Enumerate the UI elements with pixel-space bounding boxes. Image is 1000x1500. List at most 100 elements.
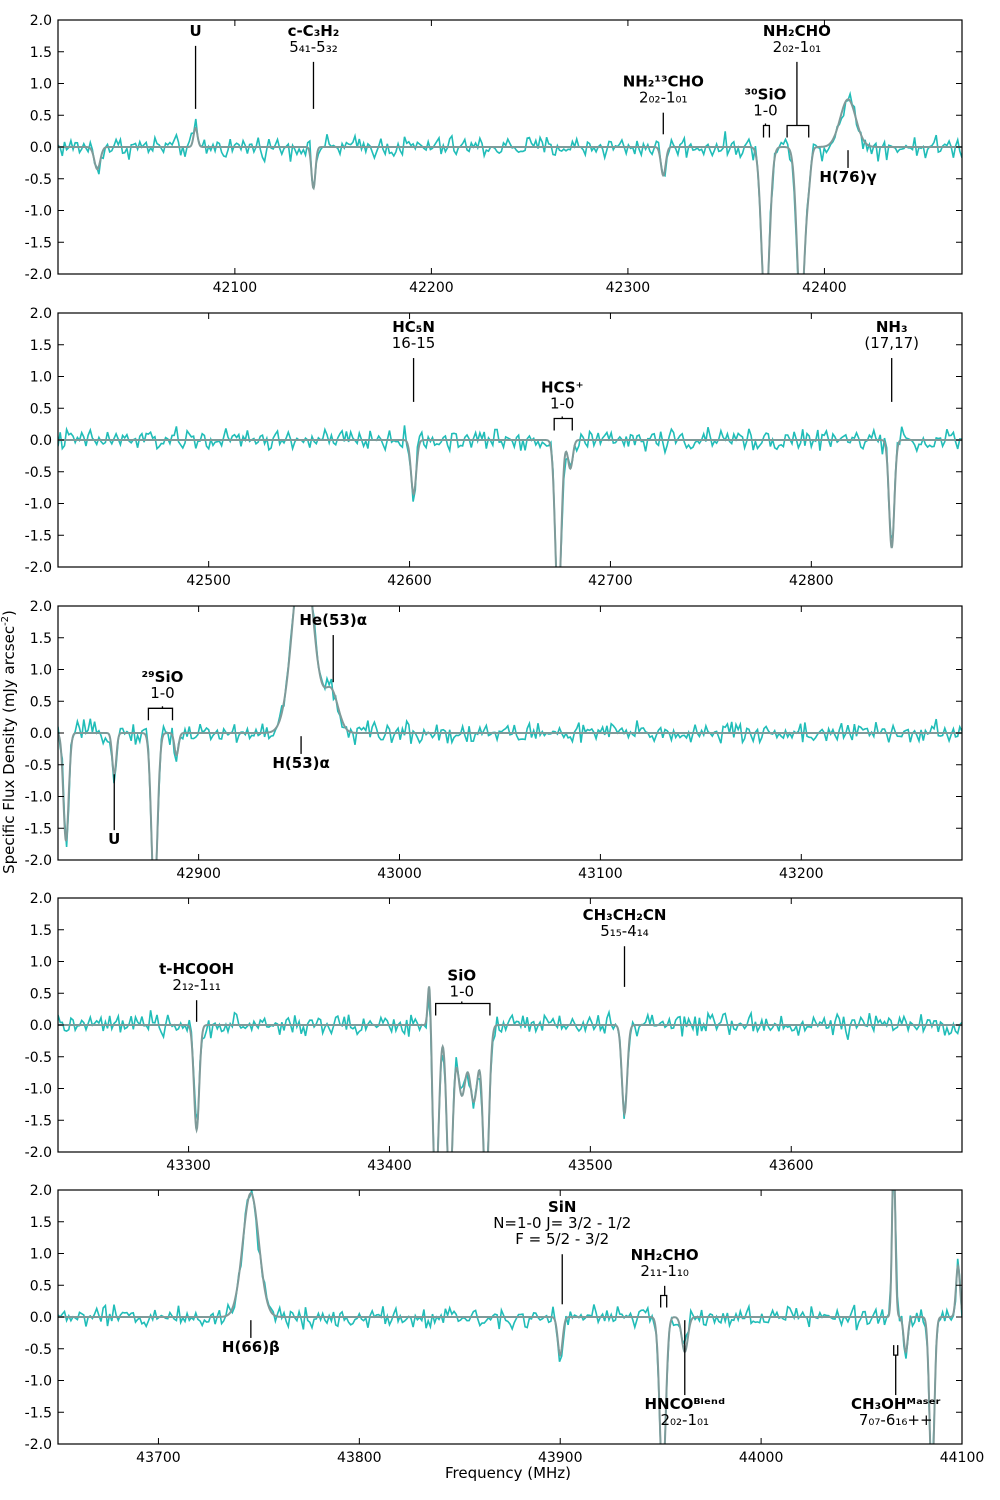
y-tick-label: -1.0	[25, 790, 52, 806]
spectrum-panel: -2.0 -1.5 -1.0 -0.5 0.0 0.5 1.0 1.5 2.0 42500 4260…	[25, 306, 963, 589]
line-annotation: U	[189, 22, 202, 109]
y-tick-label: 1.5	[30, 45, 52, 61]
y-tick-label: 2.0	[30, 13, 52, 29]
spectrum-panels: -2.0 -1.5 -1.0 -0.5 0.0 0.5 1.0 1.5 2.0 42100 4220…	[25, 13, 985, 1466]
line-annotation: H(53)α	[272, 736, 330, 772]
line-annotation: H(66)β	[222, 1320, 280, 1356]
y-tick-label: 1.5	[30, 338, 52, 354]
y-tick-label: 0.5	[30, 1278, 52, 1294]
x-tick-label: 42100	[213, 280, 258, 296]
annotation-label: 5₁₅-4₁₄	[600, 922, 649, 940]
y-tick-label: 1.5	[30, 631, 52, 647]
y-tick-label: -2.0	[25, 560, 52, 576]
x-axis-title: Frequency (MHz)	[445, 1464, 571, 1482]
annotation-label: U	[189, 22, 201, 40]
annotation-label: 1-0	[550, 394, 575, 412]
bracket-mark	[435, 1002, 491, 1016]
line-annotation: NH₃(17,17)	[864, 318, 919, 402]
annotation-label: 5₄₁-5₃₂	[289, 38, 338, 56]
annotation-label: t-HCOOH	[159, 960, 234, 978]
x-tick-label: 43100	[578, 866, 623, 882]
x-tick-label: 43500	[568, 1158, 613, 1174]
y-tick-label: 0.0	[30, 726, 52, 742]
annotation-label: H(53)α	[272, 754, 329, 772]
y-tick-label: -0.5	[25, 758, 52, 774]
annotation-label: CH₃OHᴹᵃˢᵉʳ	[851, 1395, 941, 1413]
x-tick-label: 42300	[606, 280, 651, 296]
y-tick-label: 1.0	[30, 663, 52, 679]
y-tick-label: 1.5	[30, 1215, 52, 1231]
bracket-mark	[786, 124, 810, 138]
annotation-label: N=1-0 J= 3/2 - 1/2	[493, 1214, 631, 1232]
y-tick-label: 0.0	[30, 433, 52, 449]
annotation-label: (17,17)	[864, 334, 919, 352]
x-tick-label: 42400	[802, 280, 847, 296]
x-tick-label: 43600	[769, 1158, 814, 1174]
annotation-label: ²⁹SiO	[142, 668, 184, 686]
y-tick-label: 1.0	[30, 1247, 52, 1263]
annotation-label: HC₅N	[392, 318, 435, 336]
y-tick-label: -2.0	[25, 1437, 52, 1453]
x-tick-label: 44000	[739, 1450, 784, 1466]
annotation-label: 1-0	[150, 684, 175, 702]
y-tick-label: 0.0	[30, 140, 52, 156]
x-tick-label: 42200	[409, 280, 454, 296]
y-tick-label: 1.0	[30, 77, 52, 93]
data-spectrum-line	[58, 995, 962, 1152]
x-tick-label: 43800	[337, 1450, 382, 1466]
y-tick-label: -1.0	[25, 497, 52, 513]
x-tick-label: 42500	[186, 573, 231, 589]
bracket-mark	[553, 417, 573, 431]
annotation-label: F = 5/2 - 3/2	[515, 1230, 609, 1248]
y-tick-label: 0.0	[30, 1018, 52, 1034]
model-spectrum-line	[58, 98, 962, 274]
annotation-label: 7₀₇-6₁₆++	[859, 1411, 933, 1429]
annotation-label: U	[108, 830, 120, 848]
annotation-label: 2₀₂-1₀₁	[639, 89, 688, 107]
annotation-label: SiO	[447, 967, 476, 985]
y-tick-label: -0.5	[25, 1342, 52, 1358]
annotation-label: NH₃	[876, 318, 908, 336]
bracket-mark	[147, 707, 174, 721]
x-tick-label: 43300	[166, 1158, 211, 1174]
annotation-label: 16-15	[392, 334, 436, 352]
y-tick-label: 2.0	[30, 891, 52, 907]
line-annotation: H(76)γ	[819, 150, 877, 186]
annotation-label: HCS⁺	[541, 378, 584, 396]
y-tick-label: -1.0	[25, 1374, 52, 1390]
x-tick-label: 43900	[538, 1450, 583, 1466]
y-tick-label: 1.0	[30, 955, 52, 971]
y-tick-label: -1.5	[25, 528, 52, 544]
data-spectrum-line	[58, 1190, 962, 1444]
y-tick-label: -0.5	[25, 1050, 52, 1066]
y-tick-label: -2.0	[25, 853, 52, 869]
y-tick-label: -1.5	[25, 235, 52, 251]
x-tick-label: 42900	[176, 866, 221, 882]
y-tick-label: -1.5	[25, 1405, 52, 1421]
y-tick-label: -0.5	[25, 172, 52, 188]
x-tick-label: 44100	[940, 1450, 985, 1466]
y-tick-label: -2.0	[25, 1145, 52, 1161]
line-annotation: He(53)α	[299, 611, 367, 683]
annotation-label: ³⁰SiO	[745, 85, 787, 103]
annotation-label: NH₂CHO	[631, 1246, 699, 1264]
model-spectrum-line	[58, 606, 962, 860]
spectrum-panel: -2.0 -1.5 -1.0 -0.5 0.0 0.5 1.0 1.5 2.0 42100 4220…	[25, 13, 963, 296]
spectrum-panel: -2.0 -1.5 -1.0 -0.5 0.0 0.5 1.0 1.5 2.0 43300 4340…	[25, 891, 963, 1174]
x-tick-label: 42700	[588, 573, 633, 589]
y-tick-label: -1.0	[25, 1082, 52, 1098]
annotation-label: He(53)α	[299, 611, 367, 629]
y-tick-label: 2.0	[30, 1183, 52, 1199]
x-tick-label: 43700	[136, 1450, 181, 1466]
x-tick-label: 42600	[387, 573, 432, 589]
y-tick-label: 0.5	[30, 401, 52, 417]
